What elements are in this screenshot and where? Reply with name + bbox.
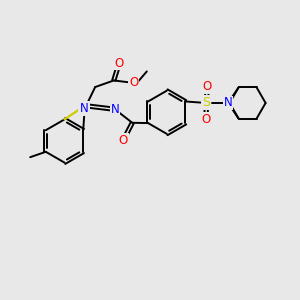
Text: O: O bbox=[201, 113, 211, 126]
Text: S: S bbox=[202, 97, 211, 110]
Text: O: O bbox=[129, 76, 138, 89]
Text: N: N bbox=[80, 102, 89, 115]
Text: S: S bbox=[79, 101, 86, 114]
Text: N: N bbox=[224, 97, 233, 110]
Text: N: N bbox=[110, 103, 119, 116]
Text: O: O bbox=[115, 57, 124, 70]
Text: N: N bbox=[224, 97, 233, 110]
Text: O: O bbox=[119, 134, 128, 147]
Text: O: O bbox=[202, 80, 212, 93]
